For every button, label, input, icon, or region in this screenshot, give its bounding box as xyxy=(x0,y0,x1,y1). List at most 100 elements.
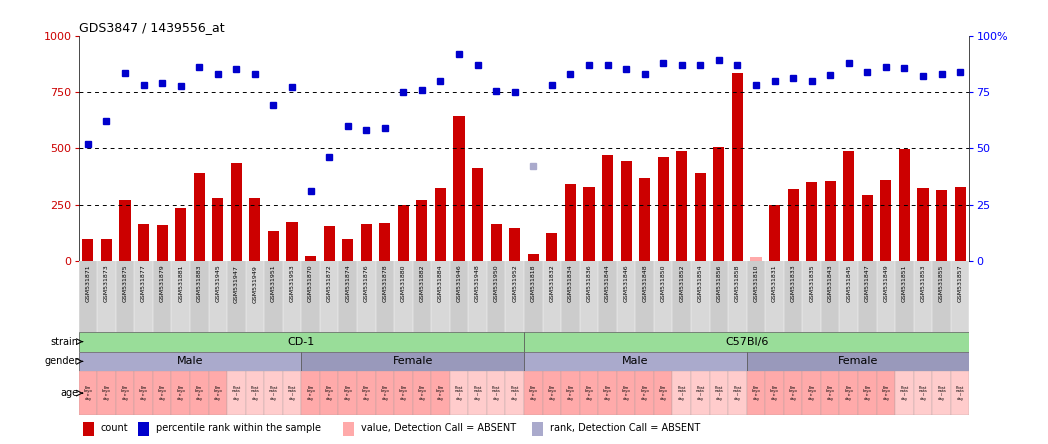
Bar xyxy=(598,371,617,415)
Text: GSM531850: GSM531850 xyxy=(660,265,665,302)
Text: Em
bryo
ic
day: Em bryo ic day xyxy=(566,385,575,400)
Text: Post
nata
l
day: Post nata l day xyxy=(250,385,259,400)
Bar xyxy=(769,205,780,261)
Bar xyxy=(245,261,264,332)
Text: GSM531851: GSM531851 xyxy=(902,265,907,302)
Bar xyxy=(728,261,746,332)
Bar xyxy=(212,198,223,261)
Text: Em
bryo
ic
day: Em bryo ic day xyxy=(399,385,408,400)
Text: Em
bryo
ic
day: Em bryo ic day xyxy=(881,385,891,400)
Bar xyxy=(746,261,765,332)
Text: GSM531947: GSM531947 xyxy=(234,265,239,303)
Text: Post
nata
l
day: Post nata l day xyxy=(492,385,501,400)
Bar xyxy=(765,261,784,332)
Text: GSM531873: GSM531873 xyxy=(104,265,109,302)
Text: GSM531883: GSM531883 xyxy=(197,265,201,302)
Bar xyxy=(561,371,580,415)
Text: GSM531874: GSM531874 xyxy=(345,265,350,302)
Text: Em
bryo
ic
day: Em bryo ic day xyxy=(214,385,222,400)
Bar xyxy=(617,261,635,332)
Text: Em
bryo
ic
day: Em bryo ic day xyxy=(176,385,185,400)
Text: count: count xyxy=(101,424,129,433)
Bar xyxy=(468,371,487,415)
Bar xyxy=(580,371,598,415)
Bar xyxy=(806,182,817,261)
Bar xyxy=(79,332,524,352)
Bar xyxy=(543,261,561,332)
Bar xyxy=(728,371,746,415)
Text: Female: Female xyxy=(837,357,878,366)
Bar xyxy=(454,115,464,261)
Text: Em
bryo
ic
day: Em bryo ic day xyxy=(585,385,593,400)
Bar xyxy=(431,261,450,332)
Text: GSM531845: GSM531845 xyxy=(847,265,851,302)
Bar xyxy=(487,261,505,332)
Bar xyxy=(765,371,784,415)
Text: GSM531952: GSM531952 xyxy=(512,265,518,302)
Text: GSM531953: GSM531953 xyxy=(289,265,294,302)
Text: GSM531832: GSM531832 xyxy=(549,265,554,302)
Bar xyxy=(951,371,969,415)
Text: Post
nata
l
day: Post nata l day xyxy=(900,385,909,400)
Bar xyxy=(895,261,914,332)
Bar xyxy=(561,261,580,332)
Bar xyxy=(115,261,134,332)
Bar xyxy=(79,371,97,415)
Bar xyxy=(617,371,635,415)
Bar xyxy=(101,239,112,261)
Bar xyxy=(435,188,446,261)
Text: GSM531836: GSM531836 xyxy=(587,265,591,302)
Text: Em
bryo
ic
day: Em bryo ic day xyxy=(603,385,612,400)
Text: GDS3847 / 1439556_at: GDS3847 / 1439556_at xyxy=(79,21,224,34)
Bar xyxy=(264,371,283,415)
Bar xyxy=(784,261,803,332)
Text: gender: gender xyxy=(44,357,79,366)
Text: Male: Male xyxy=(623,357,649,366)
Bar xyxy=(394,371,413,415)
Bar xyxy=(598,261,617,332)
Bar xyxy=(676,151,687,261)
Bar xyxy=(450,371,468,415)
Bar xyxy=(505,371,524,415)
Bar xyxy=(302,261,320,332)
Bar xyxy=(917,188,929,261)
Text: Em
bryo
ic
day: Em bryo ic day xyxy=(195,385,203,400)
Text: GSM531876: GSM531876 xyxy=(364,265,369,302)
Bar xyxy=(933,261,951,332)
Bar xyxy=(79,352,301,371)
Text: Post
nata
l
day: Post nata l day xyxy=(269,385,278,400)
Text: GSM531853: GSM531853 xyxy=(920,265,925,302)
Bar xyxy=(509,229,520,261)
Bar xyxy=(83,422,93,436)
Bar xyxy=(394,261,413,332)
Bar xyxy=(153,371,172,415)
Bar xyxy=(209,261,227,332)
Text: GSM531856: GSM531856 xyxy=(717,265,721,302)
Text: Em
bryo
ic
day: Em bryo ic day xyxy=(344,385,352,400)
Bar xyxy=(283,371,302,415)
Bar xyxy=(339,371,357,415)
Text: Em
bryo
ic
day: Em bryo ic day xyxy=(863,385,872,400)
Text: GSM531847: GSM531847 xyxy=(865,265,870,302)
Bar xyxy=(914,261,933,332)
Bar xyxy=(532,422,543,436)
Bar xyxy=(803,371,821,415)
Bar xyxy=(933,371,951,415)
Bar xyxy=(227,371,245,415)
Text: GSM531857: GSM531857 xyxy=(958,265,963,302)
Bar xyxy=(955,187,965,261)
Text: Post
nata
l
day: Post nata l day xyxy=(474,385,482,400)
Bar xyxy=(119,200,131,261)
Bar xyxy=(654,261,673,332)
Bar xyxy=(565,185,576,261)
Text: GSM531872: GSM531872 xyxy=(327,265,331,302)
Text: Post
nata
l
day: Post nata l day xyxy=(715,385,723,400)
Text: GSM531948: GSM531948 xyxy=(475,265,480,302)
Bar xyxy=(134,261,153,332)
Text: Em
bryo
ic
day: Em bryo ic day xyxy=(102,385,111,400)
Bar xyxy=(746,352,969,371)
Text: Male: Male xyxy=(177,357,203,366)
Bar xyxy=(635,261,654,332)
Bar xyxy=(861,194,873,261)
Bar xyxy=(194,173,204,261)
